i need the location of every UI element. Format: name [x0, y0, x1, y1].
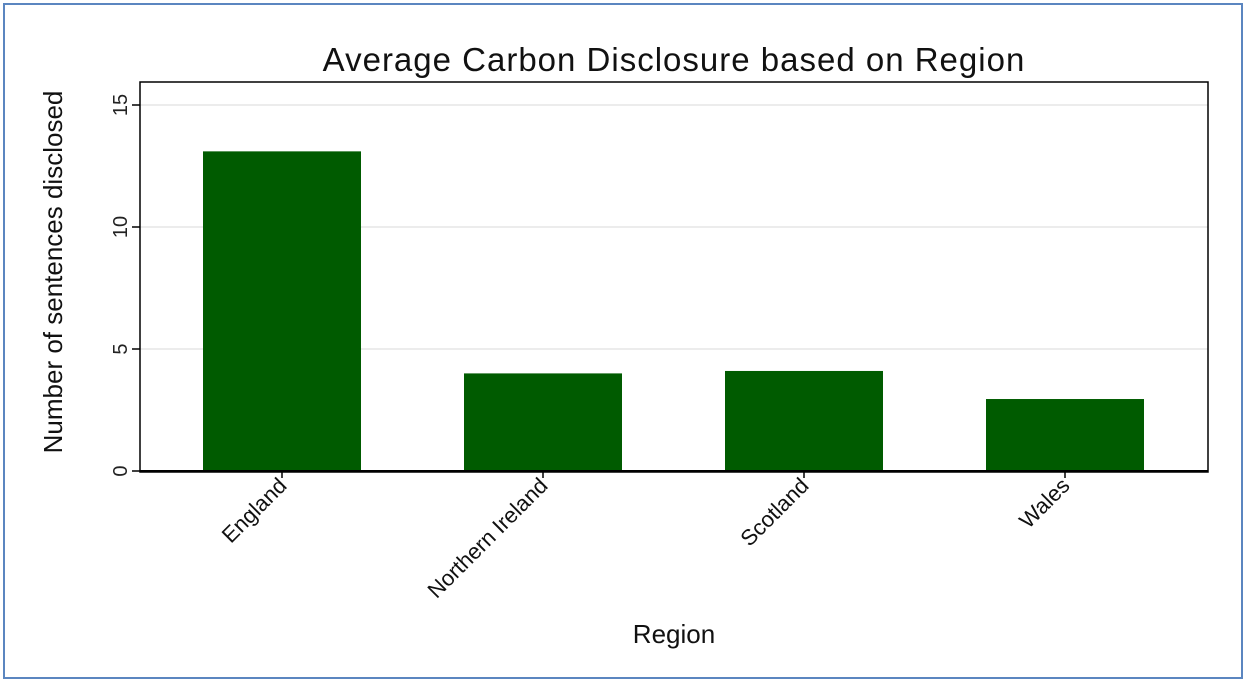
x-axis-ticks: England Northern Ireland Scotland Wales [217, 471, 1075, 603]
x-axis-label: Region [633, 619, 715, 649]
bar-northern-ireland [464, 373, 622, 471]
x-tick-label-northern-ireland: Northern Ireland [422, 473, 552, 603]
bars [203, 151, 1144, 472]
x-tick-label-wales: Wales [1014, 473, 1074, 533]
y-tick-label-15: 15 [110, 94, 132, 116]
y-tick-label-10: 10 [110, 216, 132, 238]
chart-title: Average Carbon Disclosure based on Regio… [323, 41, 1026, 78]
y-axis-ticks: 0 5 10 15 [110, 94, 140, 477]
bar-wales [986, 399, 1144, 471]
y-axis-label: Number of sentences disclosed [38, 91, 68, 454]
x-tick-label-england: England [217, 473, 292, 548]
bar-england [203, 151, 361, 472]
x-tick-label-scotland: Scotland [735, 473, 813, 551]
y-tick-label-0: 0 [110, 465, 132, 476]
y-tick-label-5: 5 [110, 343, 132, 354]
bar-scotland [725, 370, 883, 471]
